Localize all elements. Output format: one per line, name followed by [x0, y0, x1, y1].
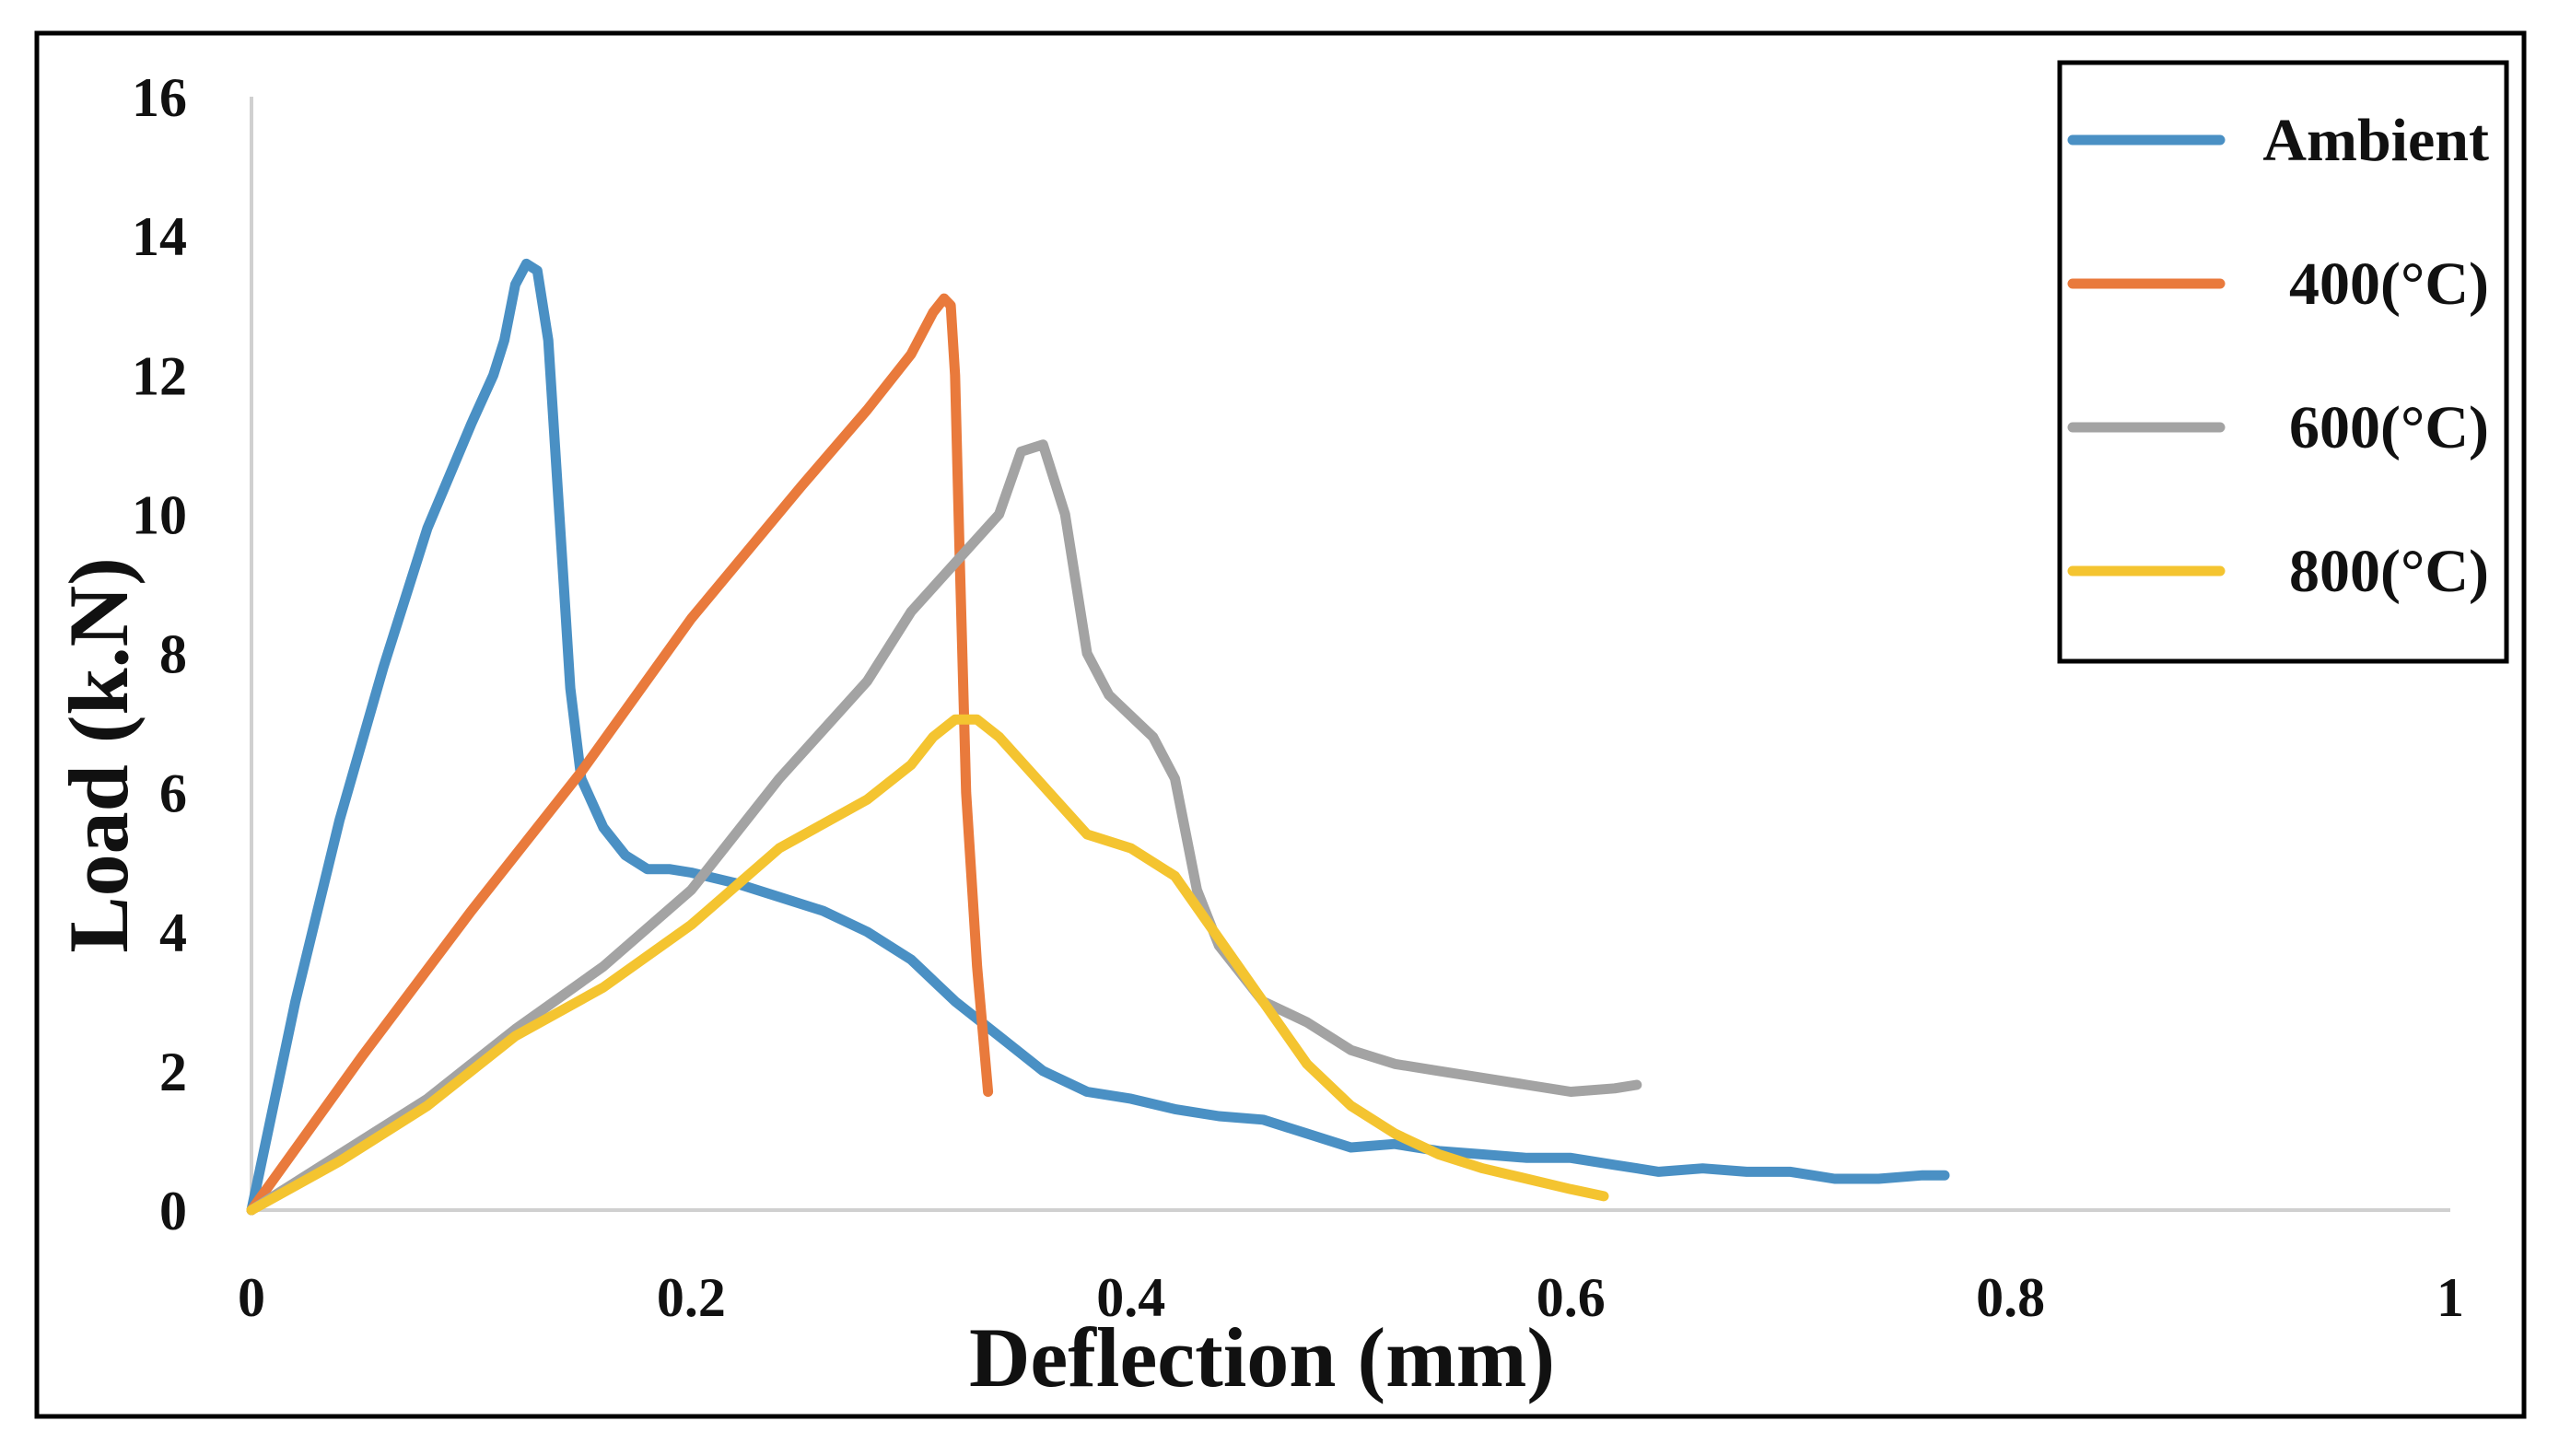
legend-label-2: 600(°C): [2289, 394, 2489, 461]
axes: [250, 97, 2450, 1212]
series-line-1: [246, 293, 994, 1216]
y-tick-label: 12: [132, 345, 187, 406]
x-tick-label: 0: [238, 1267, 265, 1328]
x-tick-label: 0.4: [1096, 1267, 1165, 1328]
series-line-2: [246, 439, 1642, 1216]
y-tick-labels: 0 2 4 6 8 10 12 14 16: [132, 67, 187, 1241]
x-axis-title: Deflection (mm): [969, 1310, 1555, 1404]
series-layer: [246, 258, 1950, 1216]
x-tick-labels: 0 0.2 0.4 0.6 0.8 1: [238, 1267, 2464, 1328]
y-tick-label: 8: [159, 624, 187, 685]
series-line-0: [246, 258, 1950, 1216]
y-tick-label: 14: [132, 206, 187, 267]
legend-label-1: 400(°C): [2289, 250, 2489, 318]
y-axis-title: Load (k.N): [52, 557, 146, 952]
x-tick-label: 0.2: [657, 1267, 726, 1328]
y-tick-label: 16: [132, 67, 187, 128]
legend-label-3: 800(°C): [2289, 538, 2489, 605]
y-tick-label: 0: [159, 1181, 187, 1241]
y-tick-label: 4: [159, 903, 187, 963]
legend-box: [2057, 60, 2509, 664]
y-tick-label: 6: [159, 763, 187, 824]
legend-label-0: Ambient: [2262, 107, 2489, 174]
legend: Ambient 400(°C) 600(°C) 800(°C): [2057, 60, 2509, 664]
x-tick-label: 0.8: [1976, 1267, 2045, 1328]
x-tick-label: 1: [2436, 1267, 2464, 1328]
series-line-3: [246, 714, 1609, 1216]
y-tick-label: 2: [159, 1042, 187, 1102]
y-tick-label: 10: [132, 484, 187, 545]
x-tick-label: 0.6: [1537, 1267, 1606, 1328]
